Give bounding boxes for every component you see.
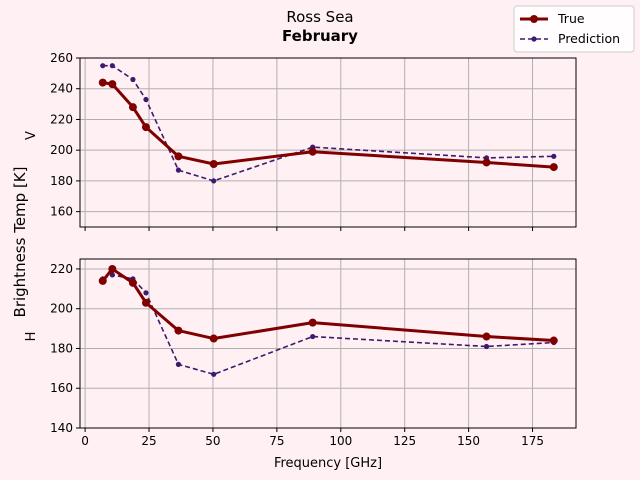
y-tick-label: 160 bbox=[50, 381, 73, 395]
data-point-prediction bbox=[175, 361, 182, 367]
data-point-true bbox=[141, 298, 150, 307]
data-point-true bbox=[308, 147, 317, 156]
data-point-true bbox=[128, 103, 137, 112]
y-tick-label: 240 bbox=[50, 82, 73, 96]
x-tick-label: 75 bbox=[269, 434, 284, 448]
data-point-prediction bbox=[211, 371, 217, 377]
legend-label-prediction: Prediction bbox=[558, 31, 620, 46]
data-point-true bbox=[98, 276, 107, 285]
y-tick-label: 140 bbox=[50, 421, 73, 435]
data-point-prediction bbox=[551, 153, 557, 159]
legend-marker-true bbox=[530, 15, 538, 23]
chart-subtitle: February bbox=[282, 27, 358, 45]
series-line-true bbox=[101, 267, 554, 343]
data-point-true bbox=[174, 326, 183, 335]
x-tick-label: 175 bbox=[521, 434, 544, 448]
y-tick-label: 180 bbox=[50, 341, 73, 355]
panel-label: H bbox=[24, 332, 39, 342]
data-point-prediction bbox=[109, 63, 115, 69]
y-tick-label: 200 bbox=[50, 143, 73, 157]
panel-h: 0 25 50 75 100 125 150 175 140 160 180 200 220 H bbox=[24, 258, 577, 448]
data-point-prediction bbox=[143, 96, 149, 103]
data-point-true bbox=[209, 160, 218, 169]
x-tick-label: 100 bbox=[329, 434, 352, 448]
series-line-true bbox=[102, 81, 554, 169]
data-point-true bbox=[108, 264, 117, 273]
plot-frame bbox=[79, 258, 577, 429]
x-tick-label: 150 bbox=[457, 434, 480, 448]
data-point-true bbox=[549, 336, 558, 345]
legend: True Prediction bbox=[513, 5, 635, 53]
y-tick-label: 220 bbox=[50, 112, 73, 126]
data-point-prediction bbox=[130, 76, 136, 83]
panel-label: V bbox=[24, 131, 39, 140]
x-tick-label: 50 bbox=[205, 434, 220, 448]
y-tick-label: 200 bbox=[50, 302, 73, 316]
y-tick-label: 160 bbox=[50, 205, 73, 219]
data-point-true bbox=[141, 123, 150, 132]
y-tick-label: 260 bbox=[50, 51, 73, 65]
x-tick-label: 0 bbox=[81, 434, 89, 448]
data-point-true bbox=[174, 152, 183, 161]
panel-v: 160 180 200 220 240 260 V bbox=[24, 51, 577, 231]
chart-title: Ross Sea bbox=[286, 8, 353, 26]
y-tick-label: 220 bbox=[50, 262, 73, 276]
data-point-prediction bbox=[100, 63, 106, 69]
x-axis-label: Frequency [GHz] bbox=[274, 456, 382, 471]
legend-marker-prediction bbox=[531, 36, 537, 42]
data-point-true bbox=[482, 332, 491, 341]
data-point-true bbox=[128, 278, 137, 287]
data-point-prediction bbox=[483, 343, 490, 350]
legend-label-true: True bbox=[557, 11, 585, 26]
data-point-prediction bbox=[175, 167, 182, 173]
x-tick-label: 25 bbox=[141, 434, 156, 448]
plot-frame bbox=[79, 57, 577, 228]
y-tick-label: 180 bbox=[50, 174, 73, 188]
data-point-true bbox=[308, 318, 317, 327]
data-point-true bbox=[482, 158, 491, 167]
data-point-prediction bbox=[310, 333, 316, 340]
data-point-true bbox=[108, 80, 117, 89]
y-axis-label: Brightness Temp [K] bbox=[11, 167, 29, 318]
x-tick-label: 125 bbox=[393, 434, 416, 448]
data-point-true bbox=[98, 78, 107, 87]
data-point-prediction bbox=[143, 290, 149, 296]
data-point-prediction bbox=[109, 272, 115, 278]
data-point-prediction bbox=[211, 178, 217, 184]
data-point-true bbox=[549, 163, 558, 172]
data-point-true bbox=[209, 334, 218, 343]
